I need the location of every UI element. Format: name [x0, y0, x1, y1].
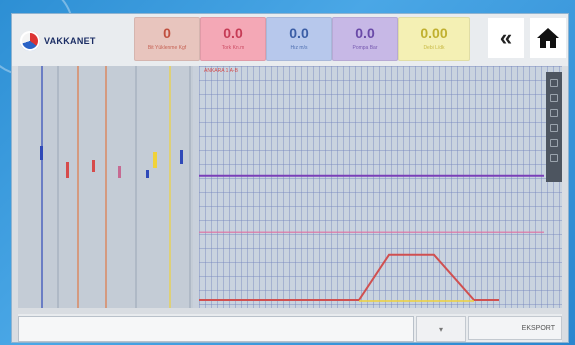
tile-value: 0.0 [289, 25, 309, 41]
tile-pump[interactable]: 0.0 Pompa Bar [332, 17, 398, 61]
tile-value: 0.00 [420, 25, 448, 41]
reset-icon[interactable] [550, 109, 558, 117]
chart-area: ANKARA 1 A-B [18, 66, 562, 308]
plot-area: ANKARA 1 A-B [199, 66, 562, 308]
chart-svg [199, 174, 544, 302]
tile-speed[interactable]: 0.0 Hız m/s [266, 17, 332, 61]
export-button[interactable]: EKSPORT [468, 316, 562, 340]
x-axis-dots [18, 307, 562, 314]
double-chevron-left-icon: « [499, 25, 513, 50]
tile-value: 0.0 [223, 25, 243, 41]
pan-icon[interactable] [550, 94, 558, 102]
tile-value: 0.0 [355, 25, 375, 41]
command-input[interactable] [18, 316, 414, 342]
top-toolbar: VAKKANET 0 Bit Yüklenme Kgf 0.0 Tork Kn.… [12, 14, 568, 66]
tile-label: Bit Yüklenme Kgf [147, 45, 187, 51]
track-lines [40, 66, 191, 308]
side-toolbar [546, 72, 562, 182]
collapse-button[interactable]: « [488, 18, 524, 58]
tile-label: Tork Kn.m [221, 45, 245, 51]
tile-flow[interactable]: 0.00 Debi L/dk [398, 17, 470, 61]
brand-logo[interactable]: VAKKANET [20, 28, 132, 54]
home-icon [537, 28, 559, 48]
tile-label: Pompa Bar [352, 45, 378, 51]
zoom-icon[interactable] [550, 79, 558, 87]
settings-icon[interactable] [550, 139, 558, 147]
fullscreen-icon[interactable] [550, 154, 558, 162]
tile-torque[interactable]: 0.0 Tork Kn.m [200, 17, 266, 61]
tile-label: Hız m/s [290, 45, 308, 51]
series-red-trapezoid [199, 253, 499, 301]
logo-icon [20, 31, 40, 51]
tile-label: Debi L/dk [423, 45, 445, 51]
tile-bit-load[interactable]: 0 Bit Yüklenme Kgf [134, 17, 200, 61]
chart-title: ANKARA 1 A-B [204, 68, 238, 74]
home-button[interactable] [530, 18, 566, 58]
track-panel [18, 66, 193, 308]
app-window: VAKKANET 0 Bit Yüklenme Kgf 0.0 Tork Kn.… [12, 14, 568, 342]
download-icon[interactable] [550, 124, 558, 132]
bottom-bar: ▾ EKSPORT [18, 314, 562, 342]
dropdown-toggle[interactable]: ▾ [416, 316, 466, 342]
tile-value: 0 [163, 25, 171, 41]
brand-name: VAKKANET [44, 36, 96, 46]
